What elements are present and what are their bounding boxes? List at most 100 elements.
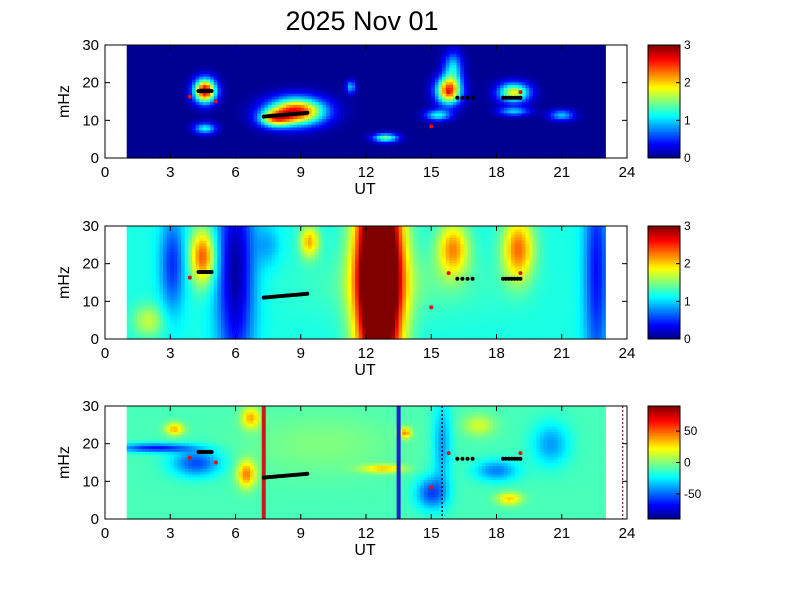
heatmap-cell — [438, 118, 443, 122]
heatmap-cell — [300, 95, 305, 100]
heatmap-cell — [489, 143, 494, 148]
heatmap-cell — [427, 118, 432, 122]
heatmap-cell — [405, 87, 411, 91]
heatmap-cell — [474, 50, 479, 55]
heatmap-cell — [337, 115, 342, 120]
heatmap-cell — [347, 73, 353, 77]
heatmap-cell — [166, 50, 171, 55]
heatmap-cell — [286, 84, 291, 88]
heatmap-cell — [384, 81, 389, 86]
heatmap-cell — [264, 93, 269, 97]
heatmap-cell — [224, 121, 229, 125]
heatmap-cell — [326, 121, 331, 125]
heatmap-cell — [137, 53, 142, 57]
heatmap-cell — [173, 50, 179, 55]
heatmap-cell — [184, 81, 189, 86]
heatmap-cell — [514, 90, 519, 94]
heatmap-cell — [478, 50, 483, 55]
heatmap-cell — [137, 81, 142, 86]
heatmap-cell — [395, 143, 400, 148]
heatmap-cell — [507, 107, 512, 111]
heatmap-cell — [195, 59, 200, 63]
heatmap-cell — [166, 47, 171, 52]
heatmap-cell — [293, 76, 298, 80]
heatmap-cell — [471, 76, 476, 80]
heatmap-cell — [431, 109, 436, 114]
heatmap-cell — [311, 90, 316, 94]
heatmap-cell — [409, 101, 414, 105]
heatmap-cell — [297, 132, 302, 136]
heatmap-cell — [337, 87, 342, 91]
heatmap-cell — [427, 81, 432, 86]
heatmap-cell — [242, 149, 247, 153]
heatmap-cell — [329, 78, 334, 83]
heatmap-cell — [380, 50, 385, 55]
heatmap-cell — [453, 64, 458, 69]
heatmap-cell — [413, 70, 418, 74]
heatmap-cell — [148, 124, 153, 128]
heatmap-cell — [221, 78, 226, 83]
heatmap-cell — [340, 78, 345, 83]
heatmap-cell — [456, 59, 461, 63]
heatmap-cell — [221, 129, 226, 134]
heatmap-cell — [148, 78, 153, 83]
heatmap-cell — [271, 50, 276, 55]
heatmap-cell — [445, 155, 450, 159]
heatmap-cell — [453, 152, 458, 156]
heatmap-cell — [434, 155, 440, 159]
heatmap-cell — [442, 109, 447, 114]
heatmap-cell — [387, 121, 392, 125]
heatmap-cell — [496, 115, 501, 120]
heatmap-cell — [395, 129, 400, 134]
heatmap-cell — [188, 149, 193, 153]
heatmap-cell — [380, 149, 385, 153]
heatmap-cell — [503, 50, 508, 55]
heatmap-cell — [188, 61, 193, 66]
heatmap-cell — [300, 45, 305, 49]
heatmap-cell — [460, 112, 465, 117]
heatmap-cell — [398, 141, 403, 145]
heatmap-cell — [333, 59, 338, 63]
heatmap-cell — [217, 67, 222, 72]
heatmap-cell — [231, 47, 237, 52]
heatmap-cell — [463, 56, 469, 60]
heatmap-cell — [224, 152, 229, 156]
heatmap-cell — [257, 124, 262, 128]
heatmap-cell — [242, 53, 247, 57]
heatmap-cell — [471, 53, 476, 57]
heatmap-cell — [543, 45, 548, 49]
heatmap-cell — [376, 135, 382, 139]
heatmap-cell — [221, 112, 226, 117]
heatmap-cell — [500, 135, 505, 139]
heatmap-cell — [514, 101, 519, 105]
heatmap-cell — [322, 81, 327, 86]
heatmap-cell — [496, 155, 501, 159]
heatmap-cell — [442, 143, 447, 148]
heatmap-cell — [192, 61, 197, 66]
heatmap-cell — [246, 67, 251, 72]
heatmap-cell — [231, 107, 237, 111]
heatmap-cell — [456, 78, 461, 83]
heatmap-cell — [250, 78, 255, 83]
heatmap-cell — [173, 112, 179, 117]
heatmap-cell — [453, 50, 458, 55]
heatmap-cell — [496, 70, 501, 74]
heatmap-cell — [195, 93, 200, 97]
heatmap-cell — [358, 81, 363, 86]
heatmap-cell — [344, 101, 349, 105]
heatmap-cell — [409, 126, 414, 131]
heatmap-cell — [496, 146, 501, 151]
heatmap-cell — [213, 50, 218, 55]
heatmap-cell — [485, 59, 490, 63]
heatmap-cell — [434, 149, 440, 153]
heatmap-cell — [163, 59, 168, 63]
heatmap-cell — [413, 81, 418, 86]
heatmap-cell — [445, 47, 450, 52]
heatmap-cell — [184, 61, 189, 66]
heatmap-cell — [155, 95, 160, 100]
heatmap-cell — [152, 56, 157, 60]
heatmap-cell — [286, 64, 291, 69]
heatmap-cell — [391, 101, 396, 105]
heatmap-cell — [427, 104, 432, 108]
heatmap-cell — [402, 155, 407, 159]
